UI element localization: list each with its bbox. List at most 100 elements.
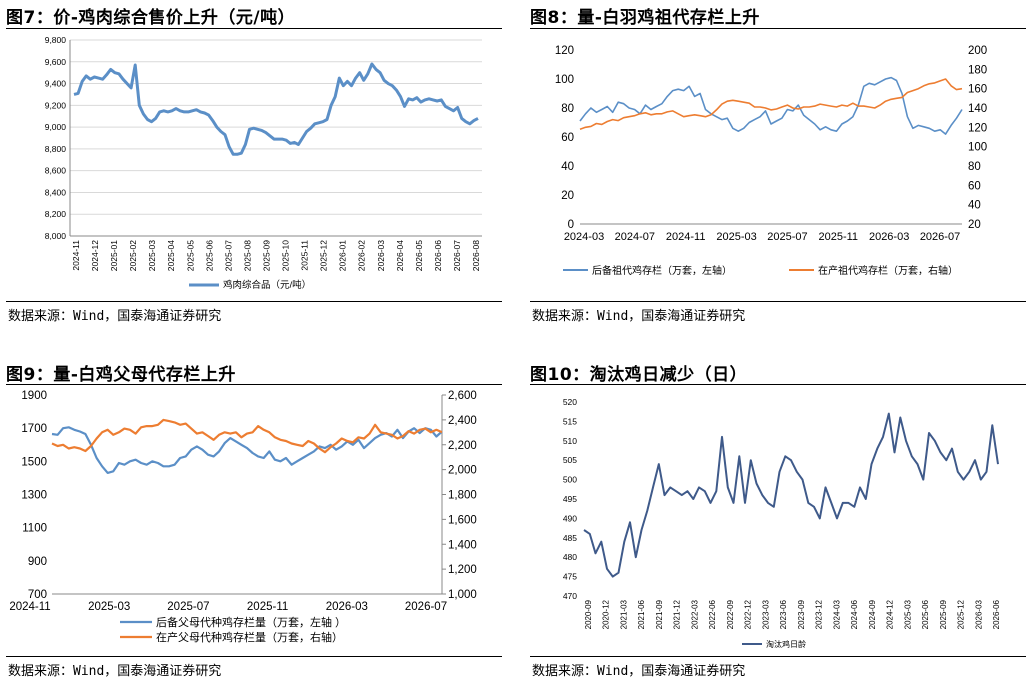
x-tick-label: 2022-09 — [726, 599, 735, 629]
x-tick-label: 2024-11 — [9, 601, 50, 613]
y-tick-label: 9,800 — [45, 35, 67, 45]
y-right-tick-label: 200 — [968, 45, 987, 57]
y-left-tick-label: 80 — [561, 103, 574, 115]
x-tick-label: 2025-07 — [223, 240, 233, 271]
x-tick-label: 2026-04 — [395, 240, 405, 271]
y-tick-label: 9,600 — [45, 57, 67, 67]
x-tick-label: 2025-03 — [88, 601, 130, 613]
x-tick-label: 2026-08 — [471, 240, 481, 271]
x-tick-label: 2026-05 — [414, 240, 424, 271]
y-tick-label: 510 — [563, 436, 577, 446]
x-tick-label: 2025-10 — [281, 240, 291, 271]
y-right-tick-label: 180 — [968, 64, 987, 76]
series-line-right — [51, 418, 443, 454]
x-tick-label: 2024-12 — [90, 240, 100, 271]
y-right-tick-label: 40 — [968, 200, 981, 212]
grandparent-stock-chart: 0 20 40 60 80 100 120 20 40 60 80 100 120 140 160 180 20… — [555, 45, 987, 277]
x-tick-label: 2025-07 — [167, 601, 209, 613]
x-tick-label: 2024-07 — [615, 231, 655, 243]
y-left-tick-label: 1500 — [21, 456, 47, 468]
y-tick-label: 515 — [563, 416, 577, 426]
x-tick-label: 2023-09 — [797, 599, 806, 629]
y-left-tick-label: 1700 — [21, 423, 47, 435]
title-rule — [530, 28, 1026, 29]
y-tick-label: 505 — [563, 455, 577, 465]
panel-fig9: 图9：量-白鸡父母代存栏上升 700 900 1100 1300 1500 1700 190… — [6, 357, 502, 683]
source-rule — [530, 301, 1026, 302]
x-tick-label: 2025-02 — [128, 240, 138, 271]
x-tick-label: 2024-03 — [832, 599, 841, 629]
y-right-tick-label: 1,200 — [448, 564, 477, 576]
y-left-tick-label: 1900 — [21, 390, 47, 402]
series-line — [583, 412, 999, 578]
x-tick-label: 2024-11 — [666, 231, 706, 243]
panel-title: 图7：价-鸡肉综合售价上升（元/吨） — [6, 8, 296, 28]
culled-hen-age-chart: 470 475 480 485 490 495 500 505 510 515 520 2020-09… — [563, 397, 1001, 649]
y-tick-label: 480 — [563, 552, 577, 562]
y-right-tick-label: 140 — [968, 103, 987, 115]
y-left-tick-label: 1300 — [21, 490, 47, 502]
x-tick-label: 2026-06 — [433, 240, 443, 271]
y-left-tick-label: 100 — [555, 74, 574, 86]
y-left-tick-label: 120 — [555, 45, 574, 57]
x-tick-label: 2026-03 — [869, 231, 909, 243]
title-rule — [6, 28, 502, 29]
x-tick-label: 2024-09 — [868, 599, 877, 629]
panel-fig7: 图7：价-鸡肉综合售价上升（元/吨） 8,000 8,200 8,400 8,600 8… — [6, 0, 502, 335]
x-tick-label: 2025-04 — [166, 240, 176, 271]
y-tick-label: 495 — [563, 494, 577, 504]
legend-label: 鸡肉综合品（元/吨） — [223, 279, 311, 291]
y-left-tick-label: 40 — [561, 161, 574, 173]
y-tick-label: 8,400 — [45, 187, 67, 197]
legend-label: 在产父母代种鸡存栏量（万套，右轴） — [156, 630, 343, 644]
legend-label: 后备祖代鸡存栏（万套，左轴） — [592, 264, 732, 277]
y-right-tick-label: 1,000 — [448, 589, 477, 601]
y-right-tick-label: 120 — [968, 122, 987, 134]
y-left-tick-label: 0 — [568, 219, 574, 231]
x-tick-label: 2020-09 — [584, 599, 593, 629]
x-tick-label: 2022-12 — [744, 599, 753, 629]
source-note: 数据来源：Wind，国泰海通证券研究 — [532, 664, 746, 679]
legend-label: 后备父母代种鸡存栏量（万套，左轴 ） — [156, 615, 346, 629]
y-right-tick-label: 80 — [968, 161, 981, 173]
x-tick-label: 2025-11 — [819, 231, 859, 243]
y-right-tick-label: 20 — [968, 219, 981, 231]
y-right-tick-label: 1,400 — [448, 539, 477, 551]
x-tick-label: 2026-07 — [452, 240, 462, 271]
x-tick-label: 2024-11 — [71, 240, 81, 271]
y-tick-label: 490 — [563, 513, 577, 523]
x-tick-label: 2026-03 — [376, 240, 386, 271]
legend-label: 淘汰鸡日龄 — [766, 639, 806, 649]
series-line-left — [579, 76, 963, 135]
y-right-tick-label: 100 — [968, 142, 987, 154]
y-left-tick-label: 20 — [561, 190, 574, 202]
source-rule — [6, 656, 502, 657]
y-right-tick-label: 160 — [968, 84, 987, 96]
x-tick-label: 2023-03 — [761, 599, 770, 629]
x-tick-label: 2024-12 — [886, 599, 895, 629]
y-tick-label: 470 — [563, 591, 577, 601]
x-tick-label: 2025-08 — [242, 240, 252, 271]
panel-title: 图10：淘汰鸡日减少（日） — [530, 365, 748, 385]
x-tick-label: 2025-06 — [921, 599, 930, 629]
source-rule — [6, 301, 502, 302]
x-tick-label: 2026-03 — [326, 601, 368, 613]
series-line-left — [51, 426, 443, 474]
source-note: 数据来源：Wind，国泰海通证券研究 — [8, 664, 222, 679]
source-note: 数据来源：Wind，国泰海通证券研究 — [8, 309, 222, 324]
x-tick-label: 2025-11 — [247, 601, 288, 613]
x-tick-label: 2020-12 — [602, 599, 611, 629]
y-right-tick-label: 1,600 — [448, 514, 477, 526]
y-left-tick-label: 900 — [28, 556, 47, 568]
series-line — [73, 62, 479, 156]
source-note: 数据来源：Wind，国泰海通证券研究 — [532, 309, 746, 324]
y-tick-label: 8,000 — [45, 231, 67, 241]
y-right-tick-label: 60 — [968, 180, 981, 192]
x-tick-label: 2026-06 — [992, 599, 1001, 629]
x-tick-label: 2022-06 — [708, 599, 717, 629]
y-right-tick-label: 2,600 — [448, 390, 477, 402]
y-tick-label: 485 — [563, 533, 577, 543]
y-tick-label: 475 — [563, 572, 577, 582]
y-right-tick-label: 2,200 — [448, 440, 477, 452]
source-rule — [530, 656, 1026, 657]
